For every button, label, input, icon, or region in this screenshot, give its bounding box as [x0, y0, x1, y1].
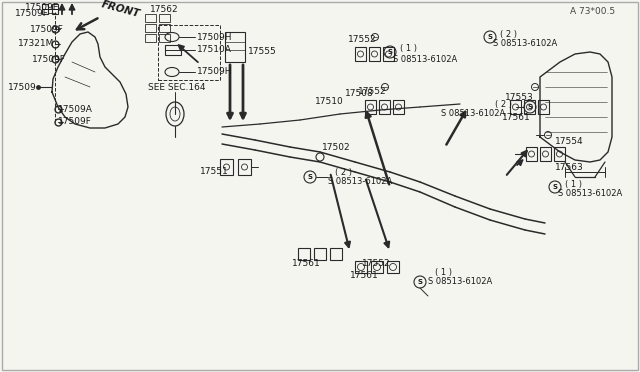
Text: S: S: [307, 174, 312, 180]
Text: 17509H: 17509H: [197, 32, 232, 42]
Text: 17551: 17551: [200, 167, 228, 176]
Text: FRONT: FRONT: [100, 0, 141, 19]
Text: 17509E: 17509E: [25, 3, 60, 12]
Text: S: S: [527, 104, 532, 110]
Text: 17510A: 17510A: [197, 45, 232, 55]
Text: 17509: 17509: [8, 83, 36, 92]
Text: 17552: 17552: [362, 260, 390, 269]
Text: ( 2 ): ( 2 ): [335, 167, 352, 176]
Text: ( 2 ): ( 2 ): [500, 29, 517, 38]
Text: S 08513-6102A: S 08513-6102A: [393, 55, 457, 64]
Text: 17509A: 17509A: [58, 105, 93, 113]
Text: S: S: [417, 279, 422, 285]
Text: 17502: 17502: [322, 142, 351, 151]
Text: 17561: 17561: [292, 260, 321, 269]
Text: 17553: 17553: [505, 93, 534, 102]
Text: S: S: [552, 184, 557, 190]
Text: 17509F—: 17509F—: [15, 10, 58, 19]
Text: 17509F: 17509F: [58, 118, 92, 126]
Text: S 08513-6102A: S 08513-6102A: [428, 278, 492, 286]
Text: 17561: 17561: [502, 112, 531, 122]
Text: 17561: 17561: [350, 272, 379, 280]
Text: 17552: 17552: [358, 87, 387, 96]
Text: 17321M: 17321M: [18, 39, 54, 48]
Text: 17552: 17552: [348, 35, 376, 45]
Text: ( 1 ): ( 1 ): [435, 267, 452, 276]
Text: 17562: 17562: [150, 6, 179, 15]
Text: 17554: 17554: [555, 138, 584, 147]
Text: 17509F: 17509F: [32, 55, 66, 64]
Text: ( 1 ): ( 1 ): [400, 45, 417, 54]
Text: S: S: [387, 49, 392, 55]
Text: 17555: 17555: [248, 48, 276, 57]
Text: S 08513-6102A: S 08513-6102A: [558, 189, 622, 199]
Text: 17508: 17508: [345, 90, 374, 99]
Text: S 08513-6102A: S 08513-6102A: [328, 177, 392, 186]
Text: 17509F: 17509F: [30, 25, 64, 33]
Text: ( 2 ): ( 2 ): [495, 99, 512, 109]
Text: SEE SEC.164: SEE SEC.164: [148, 83, 205, 92]
Text: S 08513-6102A: S 08513-6102A: [441, 109, 505, 119]
Text: ( 1 ): ( 1 ): [565, 180, 582, 189]
Text: S: S: [488, 34, 493, 40]
Text: A 73*00.5: A 73*00.5: [570, 7, 615, 16]
Text: 17509H: 17509H: [197, 67, 232, 77]
Text: S 08513-6102A: S 08513-6102A: [493, 39, 557, 48]
Text: 17510: 17510: [315, 97, 344, 106]
Text: 17563: 17563: [555, 163, 584, 171]
